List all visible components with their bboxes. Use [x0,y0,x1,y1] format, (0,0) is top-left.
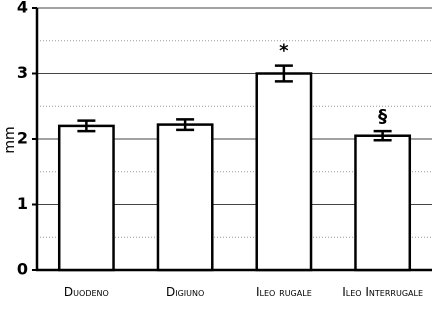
annotation: * [279,41,289,62]
error-bar [373,129,392,142]
bar [354,134,412,272]
x-tick-label: Ileo rugale [255,285,312,299]
y-tick-label: 2 [17,129,28,148]
y-tick-label: 0 [17,260,28,279]
y-tick-label: 4 [17,0,28,17]
x-tick-label: Digiuno [165,285,205,299]
bar [255,72,313,272]
error-bar [274,64,293,83]
error-bar [176,118,195,132]
y-axis-label: mm [2,126,18,153]
bar [57,124,115,272]
bar [156,123,214,272]
y-tick-label: 1 [17,194,28,213]
x-tick-label: Duodeno [63,285,109,299]
annotation: § [378,106,387,127]
y-tick-label: 3 [17,63,28,82]
error-bar [77,119,96,133]
x-tick-label: Ileo Interrugale [342,285,424,299]
